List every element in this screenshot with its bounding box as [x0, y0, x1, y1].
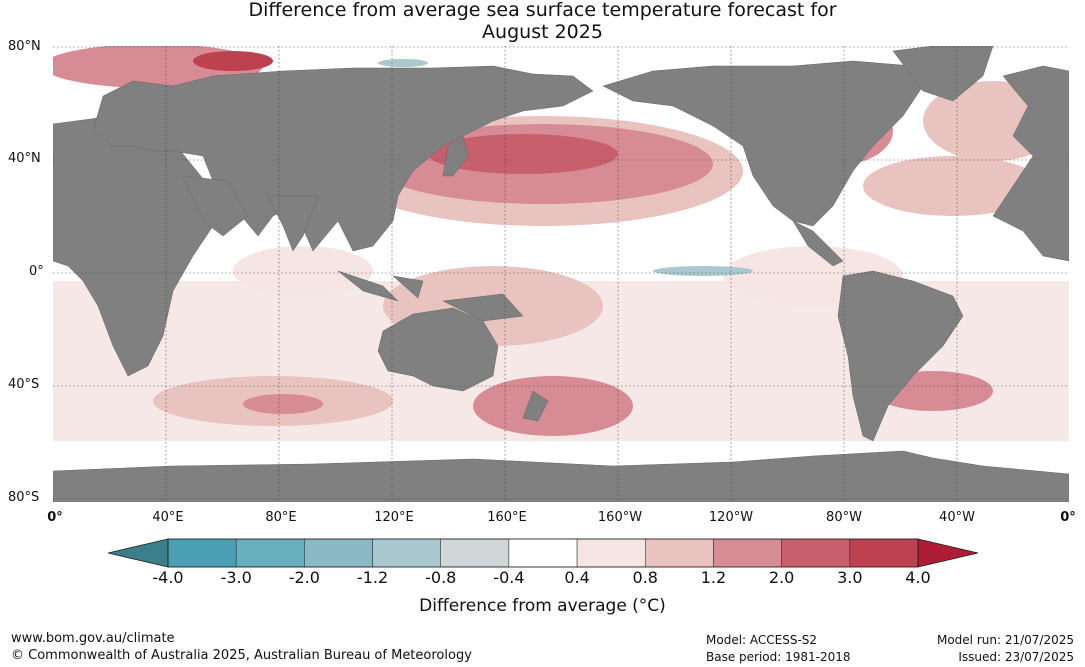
- colorbar-tick-label: -1.2: [356, 568, 389, 587]
- footer-copyright: © Commonwealth of Australia 2025, Austra…: [11, 648, 472, 663]
- colorbar-tick-label: -0.4: [493, 568, 525, 587]
- colorbar-tick-label: -2.0: [288, 568, 320, 587]
- colorbar-border-right: [917, 538, 979, 568]
- colorbar-tick-label: 0.8: [632, 568, 658, 587]
- colorbar-segment: [440, 538, 510, 568]
- lat-label-40n: 40°N: [8, 151, 41, 166]
- footer-model-info: Model: ACCESS-S2 Base period: 1981-2018: [706, 632, 851, 666]
- colorbar-segment: [645, 538, 714, 568]
- colorbar-extend-low: [108, 539, 168, 567]
- lat-label-80s: 80°S: [8, 490, 40, 505]
- footer-issued: Issued: 23/07/2025: [958, 650, 1074, 664]
- footer-url: www.bom.gov.au/climate: [11, 631, 175, 646]
- lon-label-40e: 40°E: [152, 510, 184, 525]
- land-masses: [53, 46, 1069, 502]
- colorbar-tick-label: 0.4: [564, 568, 590, 587]
- footer-dates: Model run: 21/07/2025 Issued: 23/07/2025: [937, 632, 1074, 666]
- colorbar-tick-label: -0.8: [425, 568, 457, 587]
- colorbar-extend-high: [918, 539, 978, 567]
- colorbar-segment: [167, 538, 237, 568]
- colorbar-segment: [304, 538, 373, 568]
- lon-label-80w: 80°W: [826, 510, 862, 525]
- lon-label-160w: 160°W: [597, 510, 643, 525]
- footer-model: Model: ACCESS-S2: [706, 633, 818, 647]
- colorbar-tick-label: 1.2: [700, 568, 727, 587]
- lat-label-40s: 40°S: [8, 377, 40, 392]
- colorbar-segment: [235, 538, 305, 568]
- chart-title-line-2: August 2025: [482, 21, 603, 43]
- graticule: [53, 46, 1069, 502]
- lat-label-equator: 0°: [29, 264, 44, 279]
- colorbar-label: Difference from average (°C): [419, 596, 666, 616]
- colorbar: [108, 538, 979, 568]
- lon-label-0-right: 0°: [1060, 510, 1076, 525]
- lon-label-120w: 120°W: [708, 510, 754, 525]
- lon-label-80e: 80°E: [265, 510, 297, 525]
- lon-label-160e: 160°E: [487, 510, 527, 525]
- footer-website: www.bom.gov.au/climate © Commonwealth of…: [11, 630, 472, 664]
- footer-base-period: Base period: 1981-2018: [706, 650, 851, 664]
- colorbar-segment: [713, 538, 782, 568]
- sst-anomaly-map: [53, 46, 1069, 502]
- colorbar-segment: [508, 538, 578, 568]
- colorbar-tick-label: -3.0: [220, 568, 252, 587]
- lat-label-80n: 80°N: [8, 39, 41, 54]
- colorbar-tick-label: 4.0: [905, 568, 931, 587]
- colorbar-segment: [781, 538, 851, 568]
- colorbar-tick-label: -4.0: [152, 568, 184, 587]
- colorbar-segment: [576, 538, 646, 568]
- colorbar-tick-label: 3.0: [837, 568, 863, 587]
- lon-label-120e: 120°E: [374, 510, 414, 525]
- lon-label-40w: 40°W: [939, 510, 975, 525]
- colorbar-tick-label: 2.0: [768, 568, 795, 587]
- colorbar-segment: [849, 538, 919, 568]
- lon-label-0-left: 0°: [47, 510, 63, 525]
- footer-model-run: Model run: 21/07/2025: [936, 633, 1074, 647]
- chart-title-line-1: Difference from average sea surface temp…: [248, 0, 837, 21]
- colorbar-segment: [372, 538, 441, 568]
